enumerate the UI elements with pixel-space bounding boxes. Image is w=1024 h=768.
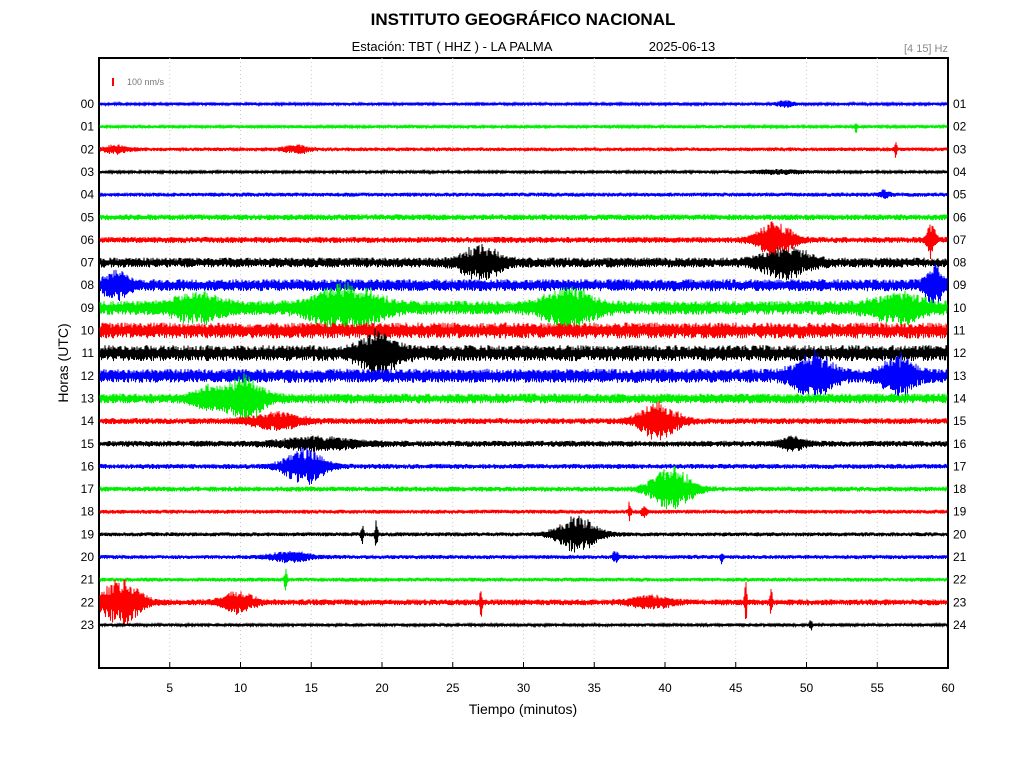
hour-label-right: 23	[953, 595, 967, 609]
x-axis-ticks: 5 10 15 20 25 30 35 40 45 50 55 60	[166, 662, 955, 695]
hour-label-left: 18	[81, 505, 95, 519]
trace-hour-07	[99, 244, 948, 281]
hour-label-right: 13	[953, 369, 967, 383]
hour-label-right: 15	[953, 414, 967, 428]
hour-label-right: 22	[953, 573, 967, 587]
x-tick-label: 60	[941, 681, 955, 695]
x-tick-label: 25	[446, 681, 460, 695]
hour-label-left: 02	[81, 142, 95, 156]
hour-label-right: 14	[953, 391, 967, 405]
station-label: Estación: TBT ( HHZ ) - LA PALMA	[352, 39, 553, 54]
trace-hour-08	[99, 263, 948, 308]
hour-label-left: 12	[81, 369, 95, 383]
hour-label-right: 02	[953, 120, 967, 134]
trace-hour-20	[99, 550, 948, 565]
trace-hour-05	[99, 214, 948, 221]
x-tick-label: 30	[517, 681, 531, 695]
x-tick-label: 40	[658, 681, 672, 695]
hour-label-left: 15	[81, 437, 95, 451]
hour-label-left: 08	[81, 278, 95, 292]
x-tick-label: 10	[234, 681, 248, 695]
hour-label-left: 09	[81, 301, 95, 315]
hour-labels-left: 00 01 02 03 04 05 06 07 08 09 10 11 12 13 14 15 16 17 18 19…	[81, 97, 95, 632]
hour-label-right: 11	[953, 324, 966, 338]
scale-bar	[112, 78, 114, 86]
hour-label-left: 16	[81, 459, 95, 473]
hour-label-right: 05	[953, 188, 967, 202]
x-tick-label: 35	[588, 681, 602, 695]
hour-label-right: 03	[953, 142, 967, 156]
hour-label-left: 01	[81, 120, 95, 134]
x-tick-label: 5	[166, 681, 173, 695]
x-tick-label: 15	[305, 681, 319, 695]
hour-label-right: 10	[953, 301, 967, 315]
trace-hour-11	[99, 328, 948, 378]
plot-area	[98, 57, 949, 669]
hour-label-left: 06	[81, 233, 95, 247]
hour-label-left: 21	[81, 573, 95, 587]
trace-hour-00	[99, 100, 948, 108]
date-label: 2025-06-13	[649, 39, 716, 54]
hour-label-left: 00	[81, 97, 95, 111]
trace-hour-22	[99, 579, 948, 627]
hour-label-left: 11	[82, 346, 95, 360]
hour-label-right: 20	[953, 527, 967, 541]
trace-hour-12	[99, 349, 948, 400]
chart-title: INSTITUTO GEOGRÁFICO NACIONAL	[371, 10, 676, 29]
trace-hour-18	[99, 501, 948, 522]
hour-label-left: 19	[81, 527, 95, 541]
trace-hour-04	[99, 189, 948, 199]
hour-label-right: 17	[953, 459, 967, 473]
hour-label-right: 07	[953, 233, 967, 247]
hour-label-right: 12	[953, 346, 967, 360]
hour-label-left: 14	[81, 414, 95, 428]
scale-label: 100 nm/s	[127, 77, 165, 87]
hour-label-left: 07	[81, 256, 95, 270]
hour-label-left: 23	[81, 618, 95, 632]
trace-hour-09	[99, 281, 948, 334]
trace-hour-10	[99, 322, 948, 339]
hour-label-left: 10	[81, 324, 95, 338]
hour-label-left: 04	[81, 188, 95, 202]
x-tick-label: 50	[800, 681, 814, 695]
trace-hour-03	[99, 168, 948, 176]
trace-hour-23	[99, 620, 948, 631]
trace-hour-21	[99, 568, 948, 591]
hour-label-right: 06	[953, 210, 967, 224]
trace-hour-15	[99, 435, 948, 452]
hour-label-left: 20	[81, 550, 95, 564]
hour-labels-right: 01 02 03 04 05 06 07 08 09 10 11 12 13 14 15 16 17 18 19 20…	[953, 97, 967, 632]
hour-label-right: 16	[953, 437, 967, 451]
trace-hour-17	[99, 465, 948, 510]
y-axis-label: Horas (UTC)	[55, 323, 71, 402]
hour-label-right: 04	[953, 165, 967, 179]
trace-hour-16	[99, 447, 948, 485]
hour-label-left: 17	[81, 482, 95, 496]
trace-hour-06	[99, 221, 948, 260]
x-tick-label: 20	[375, 681, 389, 695]
hour-label-right: 18	[953, 482, 967, 496]
trace-hour-01	[99, 123, 948, 133]
x-tick-label: 45	[729, 681, 743, 695]
trace-hour-02	[99, 142, 948, 158]
time-grid	[169, 58, 878, 668]
trace-hour-19	[99, 515, 948, 553]
trace-hour-14	[99, 400, 948, 441]
hour-label-right: 21	[953, 550, 967, 564]
x-axis-label: Tiempo (minutos)	[469, 701, 577, 717]
x-tick-label: 55	[871, 681, 885, 695]
trace-hour-13	[99, 373, 948, 423]
hour-label-right: 01	[953, 97, 967, 111]
hour-label-right: 19	[953, 505, 967, 519]
seismic-traces	[99, 100, 948, 631]
hour-label-right: 24	[953, 618, 967, 632]
hour-label-left: 22	[81, 595, 95, 609]
hour-label-left: 13	[81, 391, 95, 405]
frequency-band-label: [4 15] Hz	[904, 43, 948, 55]
hour-label-left: 05	[81, 210, 95, 224]
hour-label-left: 03	[81, 165, 95, 179]
hour-label-right: 09	[953, 278, 967, 292]
hour-label-right: 08	[953, 256, 967, 270]
